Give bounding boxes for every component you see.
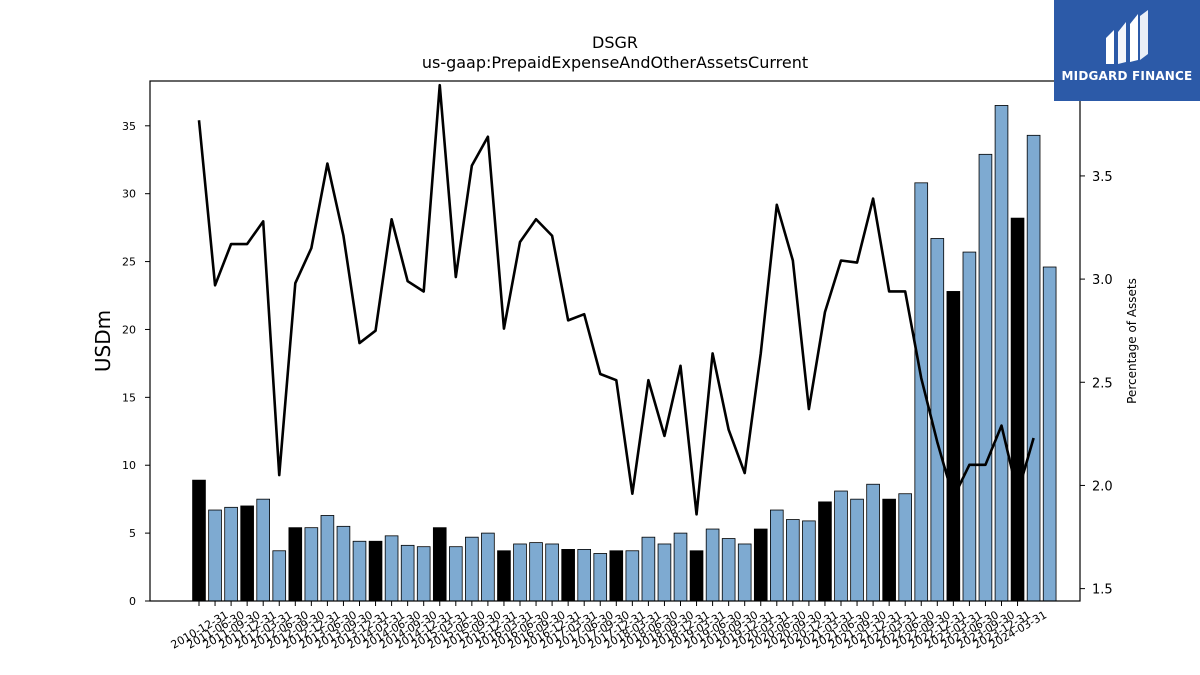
bar <box>208 509 222 602</box>
bar <box>946 291 961 602</box>
y-axis-ticks: 0 5 10 15 20 25 30 35 <box>122 120 150 608</box>
bar <box>1042 266 1057 602</box>
brand-name: MIDGARD FINANCE <box>1061 69 1193 83</box>
bar <box>1010 217 1025 602</box>
y-tick-label: 35 <box>122 120 136 133</box>
y-tick-label: 0 <box>129 595 136 608</box>
bar <box>609 550 624 602</box>
y2-axis-ticks: 1.5 2.0 2.5 3.0 3.5 <box>1080 170 1113 598</box>
bar <box>545 543 559 602</box>
bar <box>786 519 800 602</box>
y-axis-label: USDm <box>91 310 115 372</box>
bar <box>336 525 351 602</box>
bar <box>641 536 656 602</box>
bar <box>192 479 206 602</box>
bar <box>962 251 977 602</box>
bar <box>513 543 527 602</box>
bar <box>753 528 768 602</box>
y2-tick-label: 1.5 <box>1092 583 1113 598</box>
x-axis-ticks: 2010-12-312011-06-302011-09-302011-12-31… <box>169 601 1049 652</box>
bar <box>737 543 752 602</box>
bar <box>978 153 993 602</box>
bar <box>834 490 848 602</box>
bar <box>384 535 399 602</box>
bar <box>657 543 672 602</box>
bar <box>240 505 254 602</box>
bar <box>481 532 495 602</box>
bar <box>689 550 704 602</box>
y2-tick-label: 2.5 <box>1092 376 1113 391</box>
bar <box>368 540 383 602</box>
brand-logo: MIDGARD FINANCE <box>1054 0 1200 101</box>
y-tick-label: 30 <box>122 188 136 201</box>
bar <box>561 549 575 602</box>
bar <box>304 527 319 602</box>
bar <box>320 515 335 602</box>
bar <box>625 550 640 602</box>
bar <box>898 493 912 602</box>
bar <box>850 498 864 602</box>
bars <box>192 105 1057 602</box>
bar <box>224 506 238 602</box>
bar <box>818 501 832 602</box>
y-tick-label: 15 <box>122 391 136 404</box>
bar <box>770 509 784 602</box>
bar <box>529 542 543 602</box>
bar <box>400 544 415 602</box>
y2-tick-label: 3.0 <box>1092 273 1113 288</box>
bar <box>497 550 511 602</box>
y2-tick-label: 2.0 <box>1092 479 1113 494</box>
y2-axis-label: Percentage of Assets <box>1125 278 1139 404</box>
y-tick-label: 10 <box>122 459 136 472</box>
y2-tick-label: 3.5 <box>1092 170 1113 185</box>
percentage-line <box>197 83 1035 516</box>
bar <box>448 546 463 602</box>
bar <box>593 553 608 602</box>
bar <box>866 483 880 602</box>
bar <box>288 527 303 602</box>
bar <box>352 540 367 602</box>
bar <box>432 527 447 602</box>
y-tick-label: 20 <box>122 323 136 336</box>
bar <box>802 520 816 602</box>
series-line <box>197 83 1035 516</box>
bar <box>705 528 720 602</box>
bar <box>416 546 431 602</box>
bar <box>673 532 688 602</box>
y-tick-label: 5 <box>129 527 136 540</box>
chart-title: DSGR <box>592 33 638 52</box>
bar <box>994 105 1009 602</box>
y-tick-label: 25 <box>122 256 136 269</box>
plot-frame <box>149 80 1081 602</box>
bar <box>721 538 736 602</box>
bar <box>882 498 896 602</box>
bar <box>577 549 591 602</box>
bar <box>256 498 270 602</box>
chart-subtitle: us-gaap:PrepaidExpenseAndOtherAssetsCurr… <box>422 53 808 72</box>
bar <box>272 550 287 602</box>
bar <box>465 536 479 602</box>
midgard-logo-icon <box>1106 10 1148 64</box>
bar <box>1026 134 1041 602</box>
